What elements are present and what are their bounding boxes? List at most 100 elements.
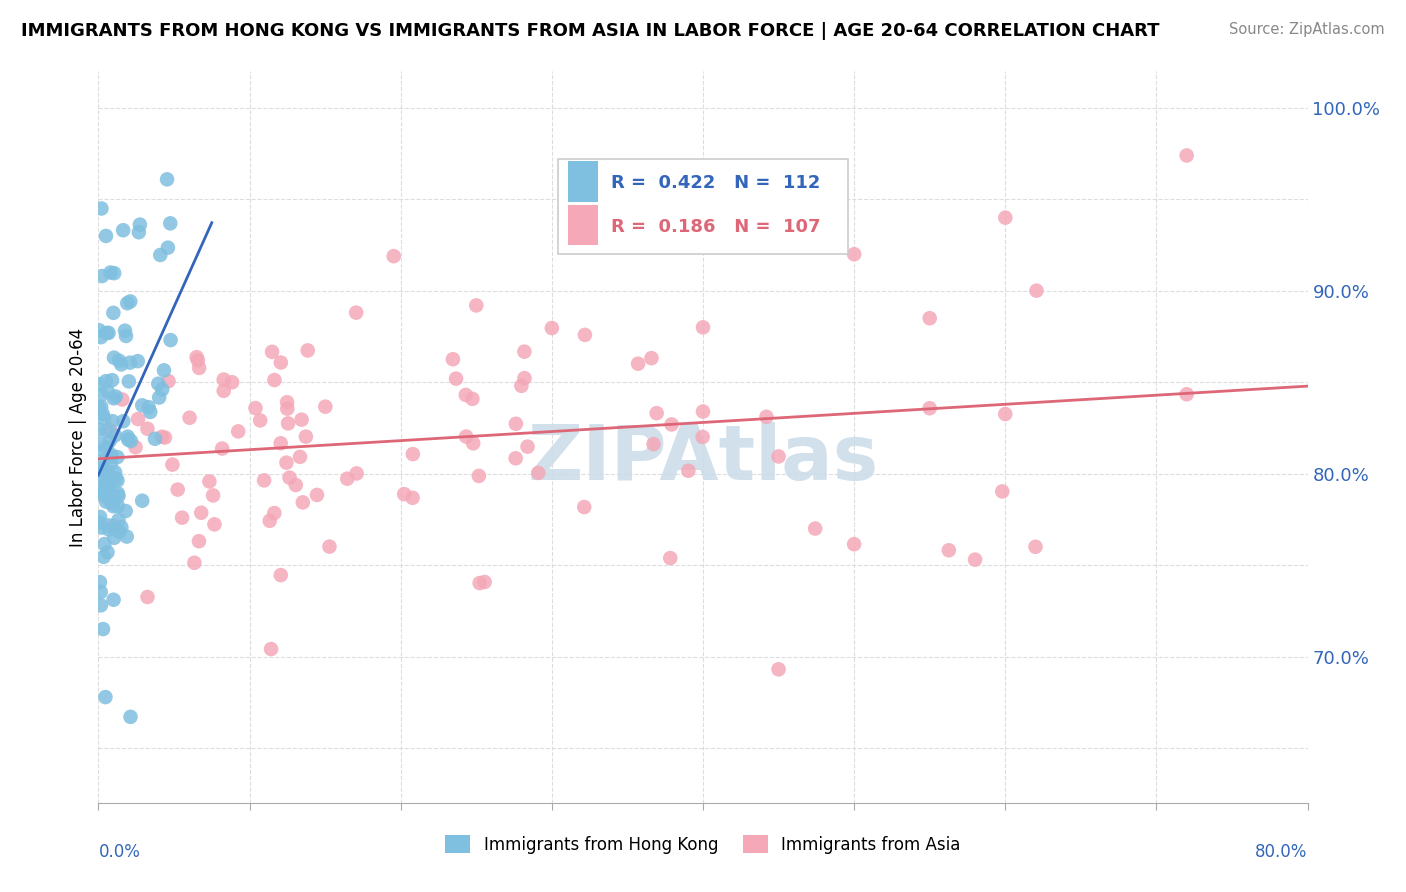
Point: [101, 373, 124, 387]
Point: [96, 490, 118, 504]
Point: [270, 355, 292, 369]
Point: [314, 400, 336, 414]
Point: [153, 363, 176, 377]
Point: [93, 549, 115, 564]
Point: [166, 483, 188, 497]
Point: [94, 228, 117, 243]
Point: [291, 495, 314, 509]
Point: [104, 466, 127, 480]
Point: [103, 592, 125, 607]
Point: [110, 520, 132, 534]
Point: [108, 524, 131, 539]
Point: [94, 374, 117, 388]
Point: [318, 540, 340, 554]
Point: [461, 392, 484, 406]
Text: R =  0.186   N =  107: R = 0.186 N = 107: [612, 219, 821, 236]
Point: [94, 690, 117, 704]
Point: [183, 556, 205, 570]
Point: [103, 351, 125, 365]
Point: [444, 371, 467, 385]
Point: [276, 456, 298, 470]
Point: [270, 436, 292, 450]
Point: [346, 467, 368, 481]
Point: [138, 400, 160, 414]
Point: [645, 406, 668, 420]
Point: [131, 398, 153, 412]
Point: [1024, 540, 1046, 554]
Point: [844, 247, 866, 261]
Point: [136, 422, 159, 436]
Point: [97, 384, 120, 398]
Point: [96, 441, 118, 455]
Point: [127, 354, 149, 368]
Point: [107, 499, 129, 513]
FancyBboxPatch shape: [568, 161, 598, 202]
Point: [108, 353, 131, 368]
Point: [89, 575, 111, 590]
Point: [179, 410, 201, 425]
Point: [115, 530, 138, 544]
Text: IMMIGRANTS FROM HONG KONG VS IMMIGRANTS FROM ASIA IN LABOR FORCE | AGE 20-64 COR: IMMIGRANTS FROM HONG KONG VS IMMIGRANTS …: [21, 22, 1160, 40]
Point: [96, 424, 118, 438]
Point: [107, 474, 129, 488]
Point: [91, 407, 114, 421]
Point: [295, 430, 318, 444]
Point: [120, 294, 142, 309]
Point: [456, 429, 478, 443]
Point: [117, 433, 139, 447]
Point: [263, 373, 285, 387]
Point: [100, 448, 122, 462]
Point: [93, 483, 115, 498]
Point: [114, 324, 136, 338]
Point: [284, 478, 307, 492]
Point: [97, 523, 120, 537]
Point: [107, 486, 129, 500]
Point: [118, 375, 141, 389]
Point: [93, 411, 115, 425]
Point: [270, 568, 292, 582]
Point: [202, 488, 225, 502]
Point: [188, 534, 211, 549]
Point: [89, 516, 111, 530]
Point: [260, 642, 283, 657]
Point: [100, 470, 122, 484]
Point: [661, 417, 683, 432]
Point: [402, 447, 425, 461]
Point: [118, 356, 141, 370]
Point: [692, 404, 714, 418]
Point: [277, 417, 299, 431]
Point: [401, 491, 423, 505]
Point: [128, 225, 150, 239]
Point: [162, 458, 184, 472]
FancyBboxPatch shape: [558, 159, 848, 254]
Legend: Immigrants from Hong Kong, Immigrants from Asia: Immigrants from Hong Kong, Immigrants fr…: [439, 829, 967, 860]
Point: [90, 465, 112, 479]
Point: [97, 475, 120, 489]
Point: [103, 306, 125, 320]
Point: [111, 392, 134, 407]
FancyBboxPatch shape: [568, 205, 598, 245]
Point: [994, 407, 1017, 421]
Point: [131, 493, 153, 508]
Point: [96, 545, 118, 559]
Point: [463, 436, 485, 450]
Point: [90, 520, 112, 534]
Point: [938, 543, 960, 558]
Text: Source: ZipAtlas.com: Source: ZipAtlas.com: [1229, 22, 1385, 37]
Point: [1025, 284, 1047, 298]
Point: [96, 483, 118, 498]
Point: [93, 537, 115, 551]
Point: [91, 268, 114, 283]
Point: [344, 305, 367, 319]
Point: [100, 265, 122, 279]
Point: [245, 401, 267, 416]
Point: [98, 483, 121, 497]
Point: [249, 413, 271, 427]
Point: [204, 517, 226, 532]
Point: [392, 487, 415, 501]
Point: [103, 519, 125, 533]
Point: [150, 430, 173, 444]
Point: [297, 343, 319, 358]
Point: [112, 223, 135, 237]
Y-axis label: In Labor Force | Age 20-64: In Labor Force | Age 20-64: [69, 327, 87, 547]
